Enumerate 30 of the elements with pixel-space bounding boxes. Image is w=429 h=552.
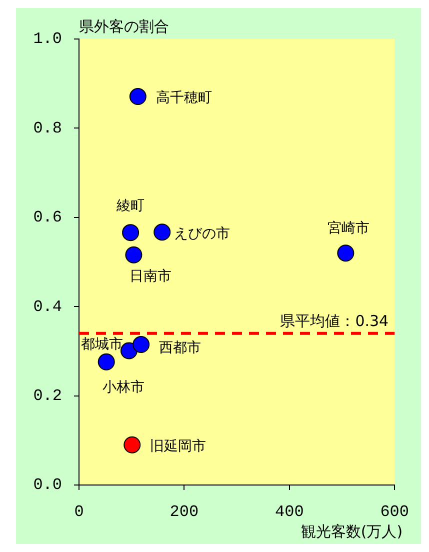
annotation: 小林市 — [102, 380, 144, 396]
annotation: 都城市 — [81, 336, 123, 352]
x-tick-label: 600 — [380, 502, 410, 521]
annotation: えびの市 — [174, 226, 230, 242]
point — [132, 336, 150, 354]
y-axis-title: 県外客の割合 — [79, 17, 169, 36]
annotation: 高千穂町 — [156, 90, 212, 106]
x-tick-label: 0 — [74, 502, 84, 521]
point — [337, 244, 354, 262]
y-tick-label: 0.2 — [33, 387, 62, 406]
ref-line-label: 県平均値：0.34 — [280, 312, 389, 330]
annotation: 綾町 — [116, 198, 145, 214]
y-tick-label: 0.8 — [33, 119, 62, 138]
point — [129, 88, 146, 106]
point — [124, 436, 141, 454]
y-tick-label: 0.0 — [33, 476, 62, 494]
y-tick-label: 1.0 — [33, 30, 62, 48]
annotation: 西都市 — [159, 340, 202, 356]
annotation: 宮崎市 — [328, 220, 370, 237]
y-tick-label: 0.4 — [33, 298, 62, 316]
point — [154, 224, 171, 241]
y-tick-label: 0.6 — [33, 208, 62, 227]
point — [122, 224, 140, 242]
x-tick-label: 400 — [274, 502, 304, 521]
annotation: 日南市 — [130, 268, 172, 285]
annotation: 旧延岡市 — [150, 438, 206, 454]
x-tick-label: 200 — [170, 502, 199, 521]
point — [98, 353, 115, 370]
x-axis-title: 観光客数(万人) — [300, 522, 403, 540]
point — [125, 246, 142, 264]
